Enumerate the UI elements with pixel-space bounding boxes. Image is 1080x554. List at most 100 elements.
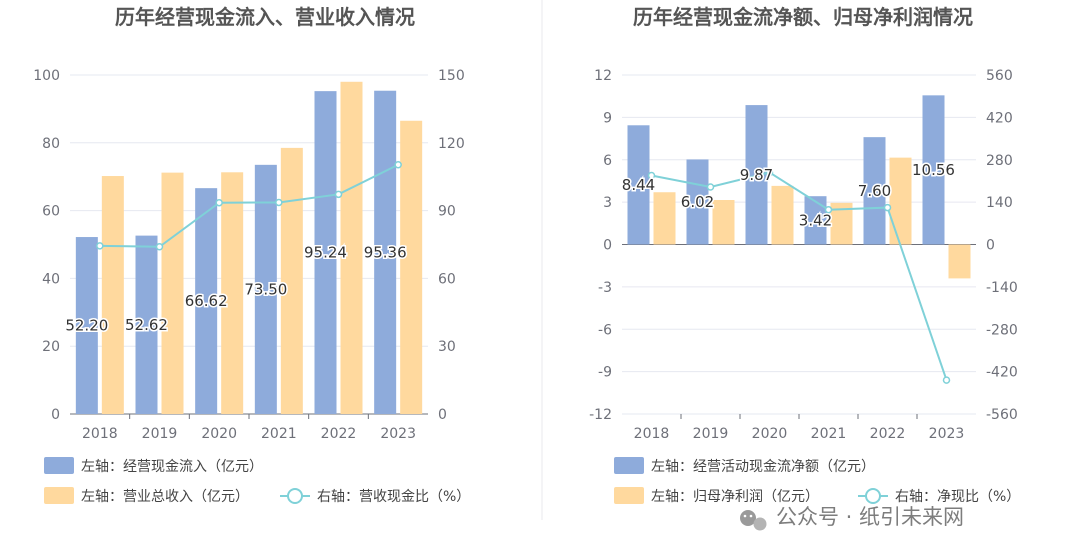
legend-label: 左轴：归母净利润（亿元） <box>651 488 819 505</box>
legend-label: 右轴：净现比（%） <box>895 489 1020 505</box>
legend-swatch <box>614 487 644 504</box>
watermark: 公众号 · 纸引未来网 <box>740 505 964 531</box>
left-tick-label: 40 <box>42 271 60 287</box>
chart-title: 历年经营现金流入、营业收入情况 <box>115 5 415 29</box>
bar-primary <box>922 95 945 245</box>
left-tick-label: 0 <box>51 407 60 423</box>
bar-secondary <box>221 172 244 414</box>
watermark-text: 公众号 · 纸引未来网 <box>776 505 964 529</box>
line-point <box>942 376 951 384</box>
line-point <box>215 198 223 207</box>
bar-data-label: 52.62 <box>125 316 168 334</box>
bar-primary <box>254 164 277 414</box>
bar-data-label: 8.44 <box>622 176 655 194</box>
right-tick-label: 140 <box>986 195 1013 211</box>
line-point <box>155 243 164 251</box>
x-tick-label: 2020 <box>752 426 788 442</box>
x-tick-label: 2021 <box>811 426 847 442</box>
right-tick-label: 120 <box>438 136 465 152</box>
right-tick-label: 560 <box>986 68 1013 84</box>
bar-secondary <box>889 157 912 245</box>
bar-primary <box>627 125 650 245</box>
wechat-icon <box>740 510 767 531</box>
bar-data-label: 7.60 <box>858 182 891 200</box>
bar-primary <box>195 188 218 414</box>
legend-label: 左轴：营业总收入（亿元） <box>81 489 249 505</box>
bar-data-label: 95.36 <box>364 243 407 261</box>
bar-data-label: 3.42 <box>799 211 832 229</box>
line-point <box>96 242 104 250</box>
bar-secondary <box>712 200 735 245</box>
chart-title: 历年经营现金流净额、归母净利润情况 <box>633 5 973 29</box>
left-tick-label: 12 <box>594 68 612 84</box>
legend-marker <box>287 488 303 504</box>
line-point <box>824 205 833 214</box>
legend-swatch <box>44 487 74 504</box>
x-tick-label: 2021 <box>261 426 297 442</box>
bar-primary <box>135 235 158 414</box>
x-tick-label: 2023 <box>929 426 965 442</box>
right-tick-label: 150 <box>438 68 465 84</box>
legend-label: 左轴：经营现金流入（亿元） <box>81 459 263 475</box>
bar-secondary <box>948 244 971 279</box>
line-point <box>334 190 343 199</box>
right-tick-label: 90 <box>438 204 456 220</box>
bar-primary <box>75 237 98 414</box>
bar-data-label: 10.56 <box>912 161 955 179</box>
legend-label: 左轴：经营活动现金流净额（亿元） <box>651 459 875 475</box>
line-point <box>647 171 656 180</box>
line-series <box>651 171 948 381</box>
chart-cash-inflow-revenue: 历年经营现金流入、营业收入情况 0 20 40 60 80 100 0 30 60 90 120 15… <box>33 5 470 505</box>
bar-secondary <box>653 192 676 245</box>
x-tick-label: 2018 <box>82 426 118 442</box>
bar-secondary <box>771 185 794 245</box>
left-tick-label: -3 <box>598 280 612 296</box>
legend-swatch <box>614 457 644 474</box>
legend-swatch <box>44 457 74 474</box>
bar-secondary <box>280 147 303 414</box>
right-tick-label: 0 <box>986 238 995 254</box>
left-tick-label: 9 <box>603 110 612 126</box>
legend-label: 右轴：营收现金比（%） <box>317 489 470 505</box>
line-point <box>706 183 715 191</box>
left-tick-label: -12 <box>589 407 612 423</box>
bar-primary <box>863 137 886 245</box>
right-tick-label: -280 <box>986 322 1018 338</box>
legend-marker <box>865 488 881 504</box>
x-tick-label: 2019 <box>693 426 729 442</box>
bar-secondary <box>830 202 853 245</box>
line-point <box>765 168 774 177</box>
line-point <box>883 203 892 212</box>
x-tick-label: 2022 <box>870 426 906 442</box>
right-tick-label: 420 <box>986 110 1013 126</box>
right-tick-label: -140 <box>986 280 1018 296</box>
bar-data-label: 52.20 <box>65 317 108 335</box>
right-tick-label: -420 <box>986 365 1018 381</box>
bar-data-label: 66.62 <box>185 292 228 310</box>
right-tick-label: -560 <box>986 407 1018 423</box>
bar-primary <box>686 159 709 245</box>
line-series <box>99 163 399 248</box>
line-point <box>275 198 283 207</box>
bar-data-label: 73.50 <box>244 280 287 298</box>
left-tick-label: 80 <box>42 136 60 152</box>
right-tick-label: 280 <box>986 153 1013 169</box>
bar-primary <box>804 196 827 245</box>
bar-secondary <box>101 176 124 414</box>
x-tick-label: 2018 <box>634 426 670 442</box>
bar-data-label: 6.02 <box>681 193 714 211</box>
x-tick-label: 2020 <box>201 426 237 442</box>
right-tick-label: 30 <box>438 339 456 355</box>
x-tick-label: 2019 <box>142 426 178 442</box>
bar-primary <box>314 91 337 414</box>
left-tick-label: 100 <box>33 68 60 84</box>
bar-data-label: 9.87 <box>740 166 773 184</box>
bar-secondary <box>161 172 184 414</box>
bar-data-label: 95.24 <box>304 244 347 262</box>
x-tick-label: 2022 <box>321 426 357 442</box>
left-tick-label: 0 <box>603 238 612 254</box>
line-point <box>394 160 402 169</box>
bar-secondary <box>400 120 423 414</box>
left-tick-label: 6 <box>603 153 612 169</box>
